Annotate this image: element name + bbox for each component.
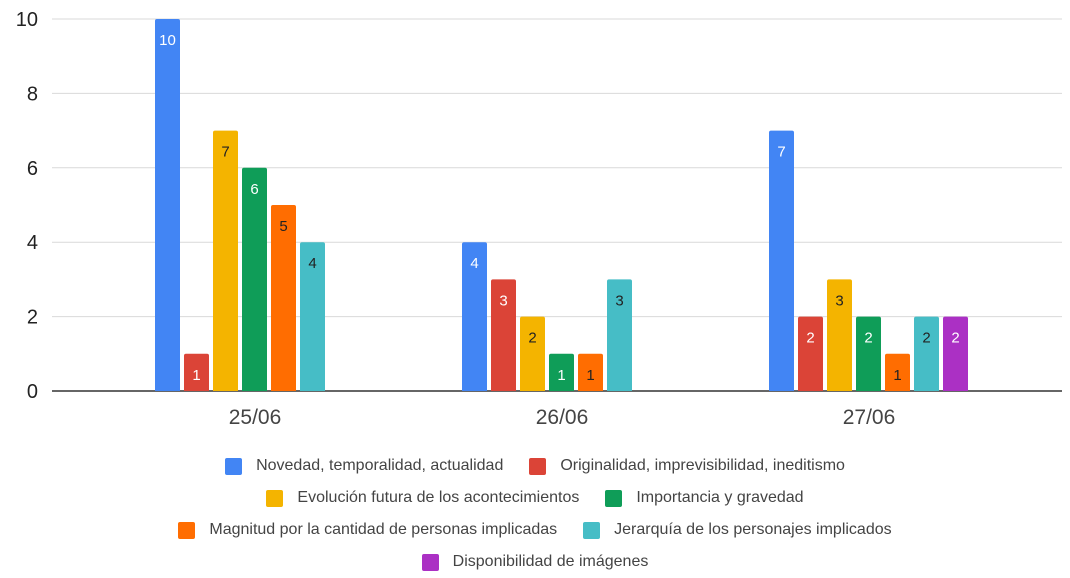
legend-label: Jerarquía de los personajes implicados (614, 521, 892, 538)
bar (943, 316, 968, 391)
data-label: 1 (192, 367, 200, 384)
bar (184, 353, 209, 391)
legend-item-originalidad[interactable]: Originalidad, imprevisibilidad, ineditis… (529, 457, 845, 475)
legend-label: Evolución futura de los acontecimientos (297, 489, 580, 506)
legend-swatch (529, 457, 547, 475)
legend-row: Magnitud por la cantidad de personas imp… (0, 514, 1070, 546)
legend-swatch (178, 521, 196, 539)
legend-swatch (225, 457, 243, 475)
legend-row: Evolución futura de los acontecimientos … (0, 482, 1070, 514)
legend-item-disponibilidad[interactable]: Disponibilidad de imágenes (421, 553, 649, 571)
data-label: 3 (835, 292, 843, 309)
bar (914, 316, 939, 391)
y-tick-label: 4 (27, 232, 38, 254)
legend-label: Novedad, temporalidad, actualidad (256, 457, 504, 474)
y-tick-label: 8 (27, 83, 38, 105)
legend-row: Disponibilidad de imágenes (0, 546, 1070, 578)
y-tick-label: 2 (27, 307, 38, 329)
legend-swatch (421, 553, 439, 571)
bar (520, 316, 545, 391)
bar (271, 205, 296, 391)
legend-item-importancia[interactable]: Importancia y gravedad (605, 489, 804, 507)
bar (769, 130, 794, 391)
bar (856, 316, 881, 391)
bar (155, 19, 180, 391)
legend-swatch (605, 489, 623, 507)
gridlines (52, 18, 1062, 392)
legend-item-novedad[interactable]: Novedad, temporalidad, actualidad (225, 457, 503, 475)
bar (213, 130, 238, 391)
bar (798, 316, 823, 391)
bar (462, 242, 487, 391)
y-tick-label: 10 (16, 9, 38, 31)
bar (827, 279, 852, 391)
data-label: 2 (864, 330, 872, 347)
y-tick-label: 6 (27, 158, 38, 180)
legend: Novedad, temporalidad, actualidad Origin… (0, 450, 1070, 578)
legend-swatch (266, 489, 284, 507)
x-axis-categories: 25/06 26/06 27/06 (229, 406, 896, 429)
legend-label: Originalidad, imprevisibilidad, ineditis… (560, 457, 845, 474)
data-label: 3 (615, 292, 623, 309)
legend-item-evolucion[interactable]: Evolución futura de los acontecimientos (266, 489, 579, 507)
data-label: 6 (250, 181, 258, 198)
legend-item-jerarquia[interactable]: Jerarquía de los personajes implicados (583, 521, 892, 539)
legend-item-magnitud[interactable]: Magnitud por la cantidad de personas imp… (178, 521, 557, 539)
bar (885, 353, 910, 391)
bar (549, 353, 574, 391)
legend-label: Magnitud por la cantidad de personas imp… (209, 521, 558, 538)
data-label: 7 (221, 144, 229, 161)
bars: 10 1 7 6 5 4 4 3 2 1 1 3 7 2 3 2 1 2 2 (155, 19, 968, 391)
x-category-label: 26/06 (536, 406, 589, 429)
data-label: 1 (586, 367, 594, 384)
legend-label: Importancia y gravedad (636, 489, 804, 506)
bar (607, 279, 632, 391)
x-category-label: 25/06 (229, 406, 282, 429)
data-label: 5 (279, 218, 287, 235)
bar (491, 279, 516, 391)
data-label: 2 (922, 330, 930, 347)
x-category-label: 27/06 (843, 406, 896, 429)
data-label: 4 (470, 255, 478, 272)
data-label: 10 (159, 32, 176, 49)
data-label: 3 (499, 292, 507, 309)
legend-swatch (583, 521, 601, 539)
y-axis-ticks: 0 2 4 6 8 10 (16, 9, 38, 403)
bar (300, 242, 325, 391)
y-tick-label: 0 (27, 381, 38, 403)
legend-label: Disponibilidad de imágenes (452, 553, 649, 570)
legend-row: Novedad, temporalidad, actualidad Origin… (0, 450, 1070, 482)
bar (242, 167, 267, 391)
data-label: 7 (777, 144, 785, 161)
data-label: 2 (528, 330, 536, 347)
data-label: 4 (308, 255, 316, 272)
data-label: 2 (806, 330, 814, 347)
data-label: 2 (951, 330, 959, 347)
data-label: 1 (557, 367, 565, 384)
bar (578, 353, 603, 391)
data-label: 1 (893, 367, 901, 384)
